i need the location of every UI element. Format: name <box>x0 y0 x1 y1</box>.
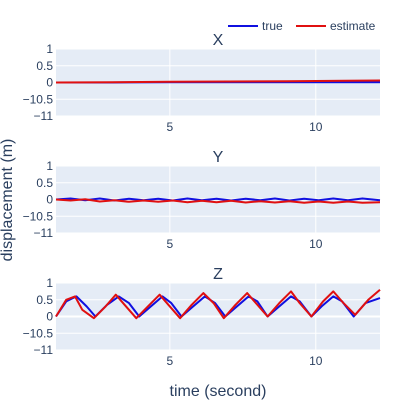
y-tick-label: 1 <box>46 42 53 56</box>
y-tick-label: −10.5 <box>23 209 54 223</box>
y-tick-label: −11 <box>34 343 54 357</box>
y-tick-label: 0.5 <box>36 59 53 73</box>
y-tick-label: 0 <box>46 310 53 324</box>
subplot-title: Y <box>213 149 224 166</box>
y-tick-label: −10.5 <box>23 92 54 106</box>
x-tick-label: 10 <box>309 237 323 251</box>
y-tick-label: −11 <box>34 226 54 240</box>
y-axis-title: displacement (m) <box>0 139 16 262</box>
subplot-title: Z <box>213 266 223 283</box>
y-tick-label: 0 <box>46 193 53 207</box>
legend-label-estimate: estimate <box>330 19 376 33</box>
y-tick-label: −11 <box>34 109 54 123</box>
x-axis-title: time (second) <box>170 383 267 400</box>
y-tick-label: −10.5 <box>23 326 54 340</box>
y-tick-label: 1 <box>46 276 53 290</box>
x-tick-label: 10 <box>309 354 323 368</box>
x-tick-label: 5 <box>166 237 173 251</box>
y-tick-label: 0.5 <box>36 293 53 307</box>
y-tick-label: 0 <box>46 76 53 90</box>
legend-label-true: true <box>262 19 283 33</box>
x-tick-label: 10 <box>309 120 323 134</box>
x-tick-label: 5 <box>166 120 173 134</box>
x-tick-label: 5 <box>166 354 173 368</box>
y-tick-label: 0.5 <box>36 176 53 190</box>
y-tick-label: 1 <box>46 159 53 173</box>
subplot-title: X <box>213 32 224 49</box>
